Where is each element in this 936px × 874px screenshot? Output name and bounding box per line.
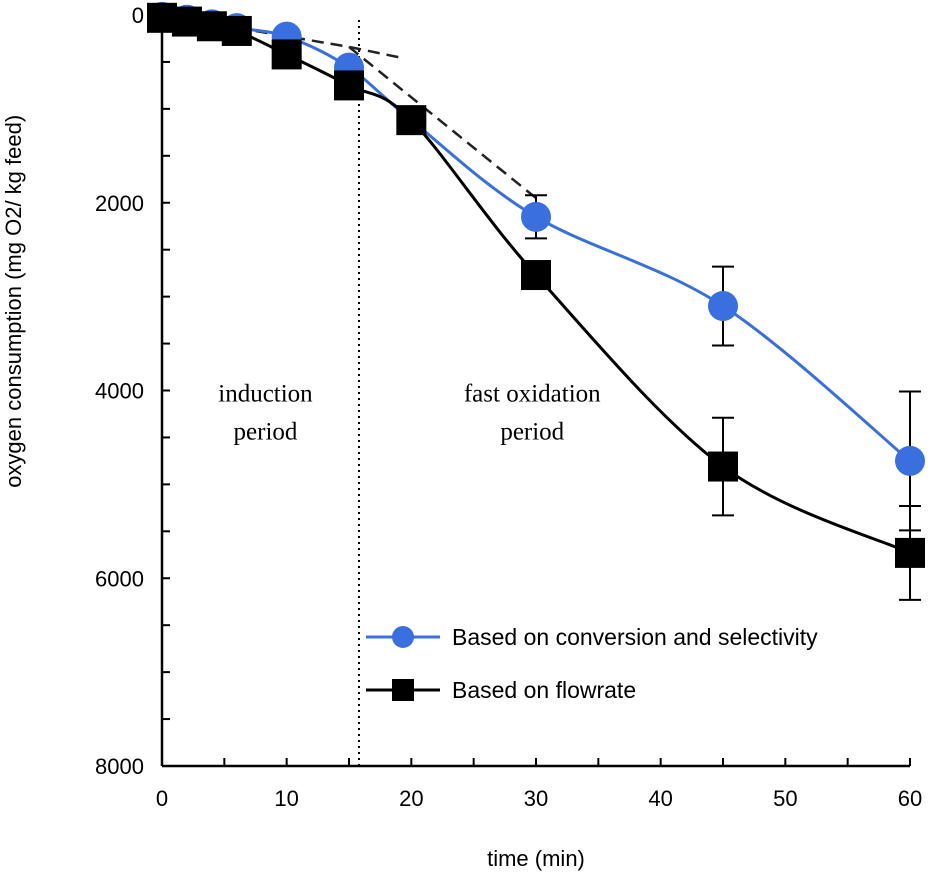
- region-annotation-line: period: [234, 418, 298, 445]
- region-annotation: fast oxidation period: [464, 380, 601, 445]
- data-point: [396, 105, 427, 136]
- region-annotations: induction period fast oxidation period: [218, 380, 601, 445]
- reference-dashed-line: [348, 45, 537, 200]
- x-tick-label: 40: [648, 786, 672, 811]
- axes: 0 2000 4000 6000 8000 0 10 20 30 40 50 60 time (min)…: [1, 3, 922, 871]
- data-point: [895, 445, 925, 476]
- data-point: [334, 70, 364, 101]
- x-tick-label: 0: [156, 786, 168, 811]
- y-tick-label: 4000: [95, 379, 144, 404]
- x-tick-label: 60: [898, 786, 922, 811]
- y-tick-label: 0: [132, 3, 144, 28]
- data-point: [221, 15, 252, 46]
- region-annotation-line: fast oxidation: [464, 380, 601, 407]
- x-tick-label: 10: [274, 786, 298, 811]
- region-annotation-line: period: [500, 418, 564, 445]
- data-point: [708, 291, 738, 322]
- series-2: [147, 2, 925, 601]
- y-tick-label: 6000: [95, 566, 144, 591]
- series-layer: [147, 1, 925, 601]
- region-annotation-line: induction: [218, 380, 313, 407]
- data-point: [708, 451, 738, 482]
- legend-entry-2: Based on flowrate: [366, 677, 636, 703]
- y-tick-label: 2000: [95, 191, 144, 216]
- legend-label: Based on conversion and selectivity: [452, 624, 818, 650]
- data-point: [521, 260, 551, 291]
- y-axis-title: oxygen consumption (mg O2/ kg feed): [1, 115, 26, 488]
- region-annotation: induction period: [218, 380, 313, 445]
- legend: Based on conversion and selectivity Based…: [366, 624, 818, 703]
- x-tick-label: 20: [399, 786, 423, 811]
- x-tick-label: 50: [773, 786, 797, 811]
- legend-marker: [392, 679, 414, 701]
- data-point: [271, 39, 302, 70]
- data-point: [521, 201, 551, 232]
- legend-label: Based on flowrate: [452, 677, 636, 703]
- y-tick-label: 8000: [95, 754, 144, 779]
- x-axis-title: time (min): [487, 846, 585, 871]
- data-point: [895, 537, 925, 568]
- legend-entry-1: Based on conversion and selectivity: [366, 624, 818, 650]
- x-tick-label: 30: [524, 786, 548, 811]
- legend-marker: [392, 626, 414, 648]
